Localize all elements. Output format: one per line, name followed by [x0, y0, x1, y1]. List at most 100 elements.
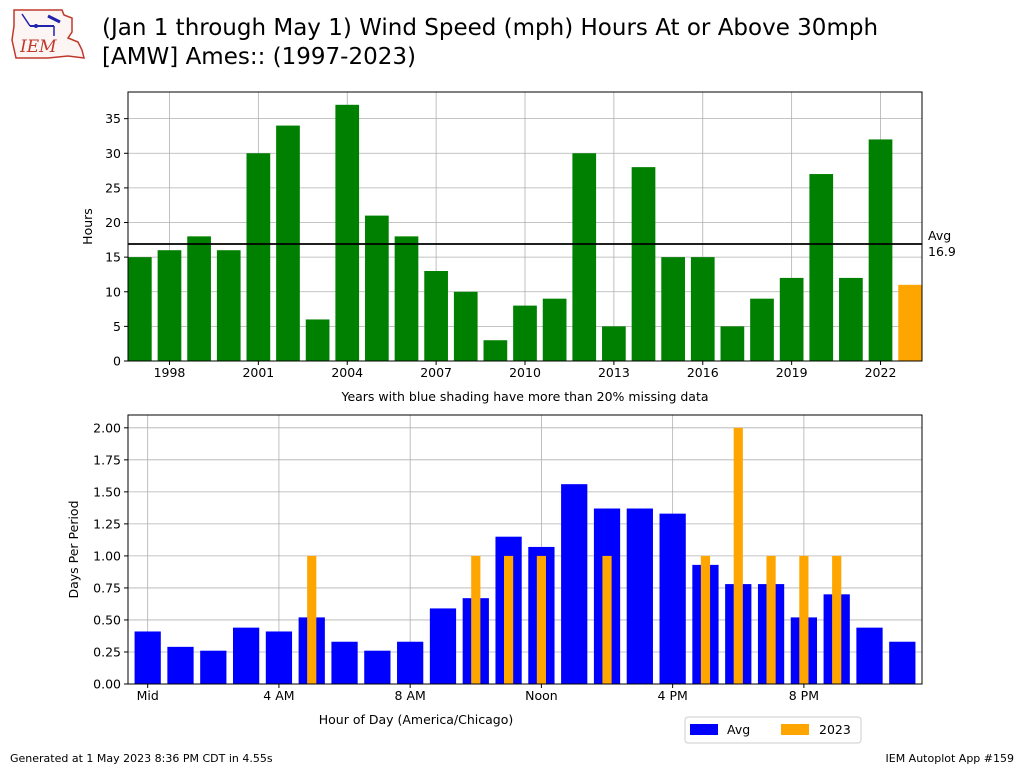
avg-bar-hour-22: [856, 627, 883, 684]
year-bar-hour-5: [307, 555, 317, 684]
bar-year-2004: [335, 104, 360, 362]
x-axis-label: Years with blue shading have more than 2…: [340, 389, 708, 404]
avg-bar-hour-9: [429, 608, 457, 684]
x-tick-label: 2010: [509, 365, 541, 380]
bar-year-1998: [157, 250, 182, 361]
bar-year-2021: [839, 277, 863, 361]
y-axis-label: Days Per Period: [66, 500, 81, 598]
y-tick-label: 15: [105, 250, 121, 265]
y-tick-label: 10: [105, 284, 121, 299]
x-tick-label: 2016: [687, 365, 719, 380]
year-bar-hour-14: [602, 555, 612, 684]
avg-bar-hour-8: [397, 641, 424, 684]
bar-year-2001: [246, 153, 271, 361]
y-tick-label: 1.75: [93, 452, 121, 467]
x-tick-label: 2019: [776, 365, 808, 380]
avg-bar-hour-23: [889, 641, 916, 684]
legend-box: [684, 716, 862, 744]
x-tick-label: 2004: [331, 365, 363, 380]
year-bar-hour-10: [471, 555, 481, 684]
app-id-label: IEM Autoplot App #159: [885, 752, 1015, 765]
plot-frame: [127, 414, 923, 685]
generated-timestamp: Generated at 1 May 2023 8:36 PM CDT in 4…: [10, 752, 273, 765]
year-bar-hour-20: [799, 555, 809, 684]
bar-year-2005: [365, 215, 389, 361]
year-bar-hour-17: [700, 555, 711, 684]
chart-title-line-2: [AMW] Ames:: (1997-2023): [102, 44, 416, 70]
bar-year-2023: [898, 284, 922, 361]
bar-year-2013: [602, 326, 626, 361]
bar-year-2000: [216, 250, 241, 361]
y-tick-label: 1.25: [93, 516, 121, 531]
x-tick-label: 1998: [154, 365, 186, 380]
average-value: 16.9: [928, 244, 956, 259]
avg-bar-hour-15: [626, 508, 653, 684]
year-bar-hour-18: [733, 427, 743, 684]
year-bar-hour-21: [832, 555, 842, 684]
avg-bar-hour-16: [659, 513, 686, 684]
x-tick-label: 4 AM: [263, 688, 294, 703]
bar-year-2014: [631, 167, 656, 361]
bar-year-2016: [690, 257, 715, 361]
bar-year-2009: [483, 340, 508, 361]
bar-year-2018: [750, 298, 774, 361]
x-tick-label: 2001: [242, 365, 274, 380]
y-tick-label: 0.00: [93, 677, 121, 692]
y-tick-label: 30: [105, 146, 121, 161]
average-label: Avg: [928, 228, 951, 243]
bar-year-2022: [868, 139, 893, 361]
x-tick-label: 2013: [598, 365, 630, 380]
avg-bar-hour-3: [232, 627, 260, 684]
legend-swatch-2023: [781, 724, 809, 735]
chart-title-line-1: (Jan 1 through May 1) Wind Speed (mph) H…: [102, 15, 879, 41]
y-tick-label: 0: [113, 354, 121, 369]
bar-year-2015: [661, 257, 685, 361]
x-tick-label: 2022: [865, 365, 897, 380]
y-axis-label: Hours: [80, 208, 95, 245]
avg-bar-hour-4: [265, 631, 293, 684]
avg-bar-hour-7: [364, 650, 391, 684]
iem-logo: IEM: [11, 9, 85, 59]
x-tick-label: 4 PM: [658, 688, 688, 703]
x-tick-label: 8 PM: [789, 688, 819, 703]
y-tick-label: 0.50: [93, 612, 121, 627]
y-tick-label: 5: [113, 319, 121, 334]
y-tick-label: 0.25: [93, 644, 121, 659]
year-bar-hour-12: [536, 555, 546, 684]
y-tick-label: 2.00: [93, 420, 121, 435]
x-tick-label: Noon: [525, 688, 558, 703]
avg-bar-hour-2: [200, 650, 227, 684]
bar-year-2012: [572, 153, 597, 361]
bar-year-2020: [809, 174, 834, 361]
y-tick-label: 1.00: [93, 548, 121, 563]
svg-text:IEM: IEM: [19, 37, 57, 57]
bar-year-2019: [779, 277, 804, 361]
y-tick-label: 0.75: [93, 580, 121, 595]
bar-year-2003: [305, 319, 330, 361]
bar-year-2007: [424, 270, 448, 361]
bar-year-2010: [513, 305, 537, 361]
y-tick-label: 20: [105, 215, 121, 230]
avg-bar-hour-1: [167, 646, 194, 684]
y-tick-label: 35: [105, 111, 121, 126]
bar-year-2017: [720, 326, 745, 361]
bar-year-2008: [453, 291, 478, 361]
y-tick-label: 1.50: [93, 484, 121, 499]
y-tick-label: 25: [105, 180, 121, 195]
legend-swatch-avg: [690, 724, 718, 735]
x-tick-label: Mid: [137, 688, 159, 703]
avg-bar-hour-13: [561, 484, 588, 684]
x-tick-label: 2007: [420, 365, 452, 380]
x-tick-label: 8 AM: [395, 688, 426, 703]
x-axis-label: Hour of Day (America/Chicago): [319, 712, 514, 727]
bar-year-1997: [128, 257, 152, 361]
year-bar-hour-19: [766, 555, 776, 684]
avg-bar-hour-0: [134, 631, 161, 684]
bar-year-2006: [394, 236, 419, 361]
avg-bar-hour-6: [331, 641, 358, 684]
bar-year-2011: [542, 298, 567, 361]
year-bar-hour-11: [504, 555, 514, 684]
legend-label-2023: 2023: [819, 722, 851, 737]
bar-year-1999: [187, 236, 211, 361]
